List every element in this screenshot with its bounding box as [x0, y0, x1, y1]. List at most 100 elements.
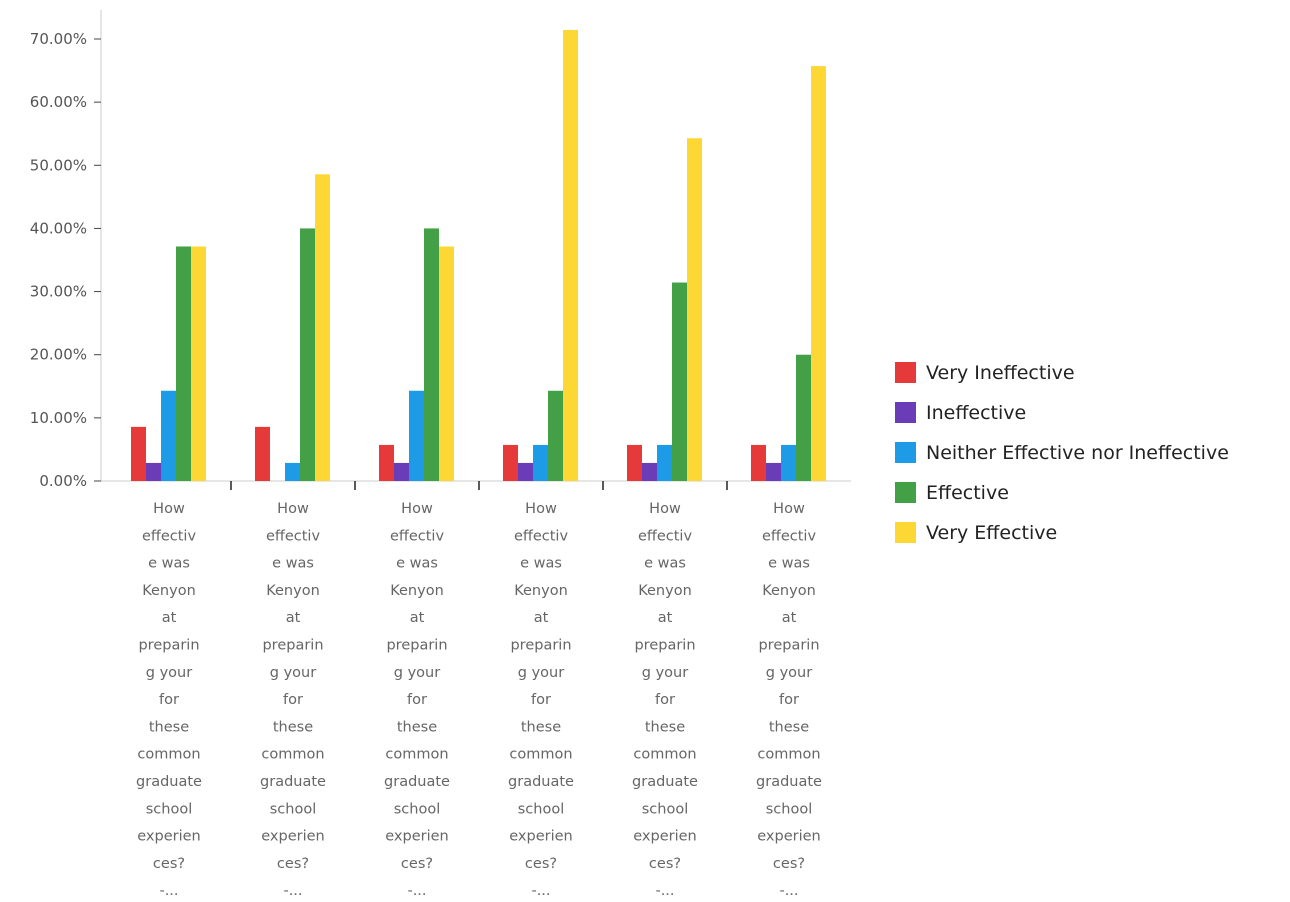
category-label-line: at	[410, 610, 425, 626]
bar	[533, 444, 548, 481]
category-label: How effectiv e was Kenyon at preparin g your fo…	[632, 501, 698, 899]
category-label-line: at	[286, 610, 301, 626]
bar	[131, 426, 146, 481]
category-label-line: these	[397, 719, 437, 735]
category-label-line: these	[769, 719, 809, 735]
category-label-line: for	[159, 692, 179, 708]
category-label: How effectiv e was Kenyon at preparin g your fo…	[756, 501, 822, 899]
category-label-line: -...	[531, 883, 550, 899]
category-label-line: these	[149, 719, 189, 735]
y-tick-label: 50.00%	[30, 156, 87, 174]
bar	[300, 228, 315, 481]
bar	[548, 390, 563, 481]
category-label-line: experien	[509, 829, 572, 845]
y-tick-label: 20.00%	[30, 346, 87, 364]
y-tick-label: 0.00%	[39, 472, 87, 490]
bar	[751, 444, 766, 481]
bar	[563, 29, 578, 481]
category-label-line: effectiv	[514, 528, 569, 544]
legend-item: Neither Effective nor Ineffective	[895, 442, 1229, 464]
bar	[409, 390, 424, 481]
bar	[285, 462, 300, 481]
category-label-line: g your	[518, 665, 564, 681]
legend-swatch	[895, 362, 916, 383]
x-axis: How effectiv e was Kenyon at preparin g your fo…	[101, 480, 851, 899]
bar	[439, 246, 454, 481]
category-label-line: graduate	[384, 774, 450, 790]
legend-label: Neither Effective nor Ineffective	[926, 442, 1229, 464]
category-label-line: at	[162, 610, 177, 626]
category-label-line: experien	[261, 829, 324, 845]
bar	[146, 462, 161, 481]
category-label-line: common	[633, 747, 696, 763]
category-label-line: for	[655, 692, 675, 708]
category-label-line: effectiv	[762, 528, 817, 544]
category-label-line: effectiv	[390, 528, 445, 544]
category-label-line: e was	[148, 556, 190, 572]
category-label-line: preparin	[510, 638, 571, 654]
category-label-line: effectiv	[142, 528, 197, 544]
category-label-line: experien	[137, 829, 200, 845]
category-label-line: for	[283, 692, 303, 708]
bar	[379, 444, 394, 481]
category-label-line: experien	[633, 829, 696, 845]
bar	[394, 462, 409, 481]
category-label-line: How	[277, 501, 309, 517]
category-label-line: ces?	[277, 856, 309, 872]
category-label: How effectiv e was Kenyon at preparin g your fo…	[508, 501, 574, 899]
bar	[657, 444, 672, 481]
bar	[687, 138, 702, 481]
bar	[796, 354, 811, 481]
category-label-line: ces?	[401, 856, 433, 872]
bars	[131, 29, 826, 482]
bar	[424, 228, 439, 481]
category-label-line: experien	[385, 829, 448, 845]
category-label-line: g your	[642, 665, 688, 681]
category-label-line: school	[394, 801, 441, 817]
legend-item: Very Ineffective	[895, 362, 1075, 384]
category-label-line: experien	[757, 829, 820, 845]
category-label-line: g your	[146, 665, 192, 681]
bar	[161, 390, 176, 481]
y-tick-label: 40.00%	[30, 219, 87, 237]
category-label-line: at	[658, 610, 673, 626]
category-label-line: for	[407, 692, 427, 708]
category-label-line: school	[642, 801, 689, 817]
category-label-line: e was	[272, 556, 314, 572]
bar	[781, 444, 796, 481]
bar	[642, 462, 657, 481]
category-label-line: ces?	[649, 856, 681, 872]
category-label-line: common	[385, 747, 448, 763]
category-label-line: graduate	[632, 774, 698, 790]
category-label-line: preparin	[758, 638, 819, 654]
legend-label: Ineffective	[926, 402, 1026, 424]
category-label-line: ces?	[153, 856, 185, 872]
category-label-line: How	[401, 501, 433, 517]
legend-swatch	[895, 522, 916, 543]
category-label: How effectiv e was Kenyon at preparin g your fo…	[384, 501, 450, 899]
category-label-line: at	[782, 610, 797, 626]
category-label-line: these	[645, 719, 685, 735]
bar	[503, 444, 518, 481]
category-label-line: e was	[644, 556, 686, 572]
category-label-line: school	[270, 801, 317, 817]
y-tick-label: 60.00%	[30, 93, 87, 111]
category-label-line: school	[518, 801, 565, 817]
bar	[811, 66, 826, 481]
category-label-line: graduate	[136, 774, 202, 790]
bar	[672, 282, 687, 481]
legend-label: Very Ineffective	[926, 362, 1075, 384]
category-label-line: common	[137, 747, 200, 763]
category-label-line: effectiv	[266, 528, 321, 544]
legend-label: Effective	[926, 482, 1009, 504]
bar	[191, 246, 206, 481]
category-label-line: these	[273, 719, 313, 735]
legend: Very Ineffective Ineffective Neither Effec…	[895, 362, 1229, 544]
category-label-line: g your	[394, 665, 440, 681]
bar	[766, 462, 781, 481]
category-label: How effectiv e was Kenyon at preparin g your fo…	[260, 501, 326, 899]
category-label-line: Kenyon	[390, 583, 444, 599]
category-label-line: school	[146, 801, 193, 817]
category-label-line: e was	[768, 556, 810, 572]
